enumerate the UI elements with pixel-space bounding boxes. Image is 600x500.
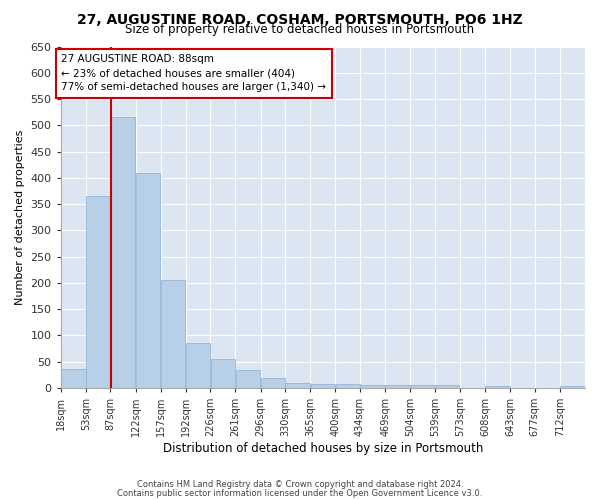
Bar: [186, 344, 210, 388]
Text: Size of property relative to detached houses in Portsmouth: Size of property relative to detached ho…: [125, 22, 475, 36]
Y-axis label: Number of detached properties: Number of detached properties: [15, 130, 25, 305]
Bar: [161, 280, 185, 388]
Bar: [436, 386, 460, 388]
Text: 27 AUGUSTINE ROAD: 88sqm
← 23% of detached houses are smaller (404)
77% of semi-: 27 AUGUSTINE ROAD: 88sqm ← 23% of detach…: [61, 54, 326, 92]
Bar: [360, 386, 385, 388]
Bar: [336, 384, 359, 388]
Bar: [136, 172, 160, 388]
Bar: [61, 368, 86, 388]
Bar: [410, 386, 435, 388]
Text: Contains HM Land Registry data © Crown copyright and database right 2024.: Contains HM Land Registry data © Crown c…: [137, 480, 463, 489]
Bar: [286, 383, 310, 388]
Text: 27, AUGUSTINE ROAD, COSHAM, PORTSMOUTH, PO6 1HZ: 27, AUGUSTINE ROAD, COSHAM, PORTSMOUTH, …: [77, 12, 523, 26]
Bar: [211, 359, 235, 388]
Bar: [236, 370, 260, 388]
Bar: [111, 118, 135, 388]
Bar: [311, 384, 335, 388]
Bar: [560, 386, 584, 388]
X-axis label: Distribution of detached houses by size in Portsmouth: Distribution of detached houses by size …: [163, 442, 483, 455]
Bar: [485, 386, 510, 388]
Bar: [385, 386, 410, 388]
Bar: [86, 196, 110, 388]
Text: Contains public sector information licensed under the Open Government Licence v3: Contains public sector information licen…: [118, 488, 482, 498]
Bar: [261, 378, 285, 388]
